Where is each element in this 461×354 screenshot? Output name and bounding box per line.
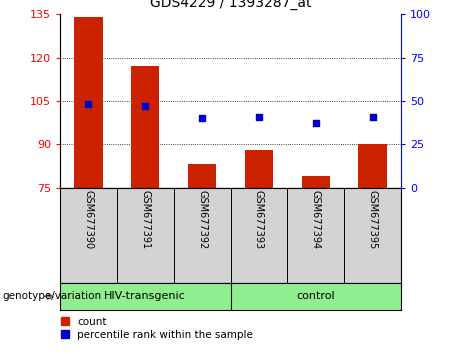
Point <box>312 121 319 126</box>
Point <box>198 115 206 121</box>
Text: GSM677393: GSM677393 <box>254 190 264 250</box>
Bar <box>188 165 216 188</box>
Point <box>369 114 376 119</box>
Title: GDS4229 / 1393287_at: GDS4229 / 1393287_at <box>150 0 311 10</box>
Point <box>142 103 149 109</box>
Legend: count, percentile rank within the sample: count, percentile rank within the sample <box>60 317 253 340</box>
Text: HIV-transgenic: HIV-transgenic <box>104 291 186 302</box>
Text: GSM677390: GSM677390 <box>83 190 94 250</box>
Bar <box>245 150 273 188</box>
Text: GSM677394: GSM677394 <box>311 190 321 250</box>
Bar <box>358 144 387 188</box>
Text: control: control <box>296 291 335 302</box>
Text: GSM677392: GSM677392 <box>197 190 207 250</box>
Text: GSM677391: GSM677391 <box>140 190 150 250</box>
Bar <box>74 17 102 188</box>
Bar <box>301 176 330 188</box>
Point <box>85 102 92 107</box>
Bar <box>131 66 160 188</box>
Text: genotype/variation: genotype/variation <box>2 291 101 302</box>
Point <box>255 114 263 119</box>
Text: GSM677395: GSM677395 <box>367 190 378 250</box>
